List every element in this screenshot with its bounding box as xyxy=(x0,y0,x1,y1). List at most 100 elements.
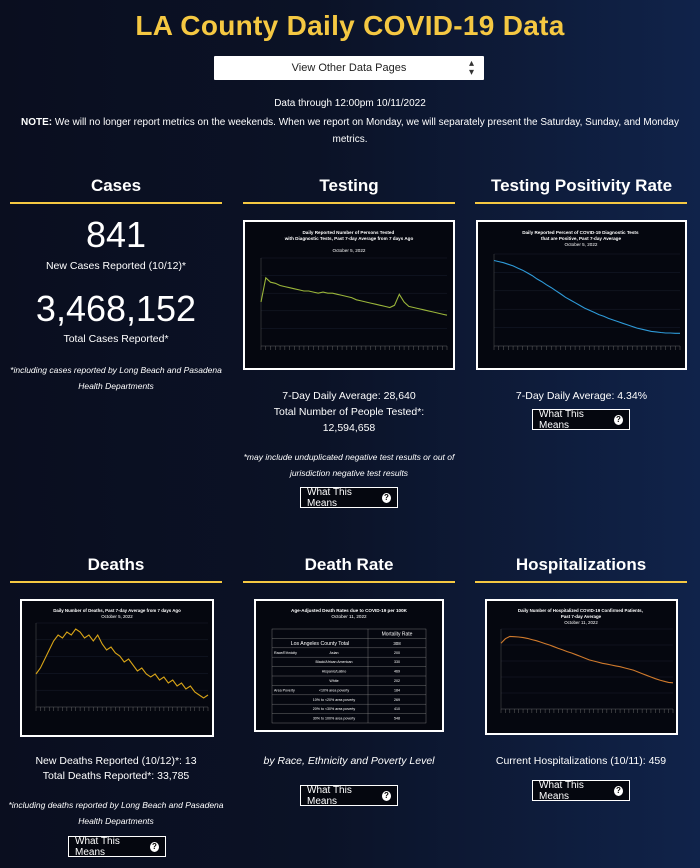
question-icon: ? xyxy=(613,785,623,796)
hospitalizations-chart-title: Daily Number of Hospitalized COVID-19 Co… xyxy=(518,608,644,619)
question-icon: ? xyxy=(381,790,391,801)
death-rate-divider xyxy=(243,581,455,583)
hospitalizations-chart-plot xyxy=(500,628,674,713)
deaths-chart-plot xyxy=(35,622,209,711)
table-row-label: 10% to <20% area poverty xyxy=(313,698,356,702)
table-row-value: 202 xyxy=(394,679,400,683)
positivity-chart-svg: Daily Reported Percent of COVID-19 Diagn… xyxy=(493,230,681,350)
table-row-value: 269 xyxy=(394,698,400,702)
weekend-note: NOTE: We will no longer report metrics o… xyxy=(12,114,688,148)
button-label: What This Means xyxy=(75,835,120,858)
data-through-text: Data through 12:00pm 10/11/2022 xyxy=(274,98,426,109)
table-county-value: 308 xyxy=(393,641,401,646)
death-rate-caption: by Race, Ethnicity and Poverty Level xyxy=(263,755,435,767)
table-row-label: Black/African American xyxy=(316,660,353,664)
table-group-label: Race/Ethnicity xyxy=(274,651,297,655)
table-row-value: 410 xyxy=(394,707,400,711)
hospitalizations-series-line xyxy=(500,635,674,684)
positivity-heading: Testing Positivity Rate xyxy=(490,176,673,195)
note-text: We will no longer report metrics on the … xyxy=(52,117,679,145)
hospitalizations-heading: Hospitalizations xyxy=(515,555,647,574)
deaths-chart-title: Daily Number of Deaths, Past 7-day Avera… xyxy=(53,608,181,613)
total-cases-count: 3,468,152 xyxy=(35,288,197,329)
testing-total-value: 12,594,658 xyxy=(322,422,376,434)
current-hospitalizations-label: Current Hospitalizations (10/11): 459 xyxy=(495,755,667,767)
table-row-label: 20% to <30% area poverty xyxy=(313,707,356,711)
deaths-chart-svg: Daily Number of Deaths, Past 7-day Avera… xyxy=(35,608,209,711)
table-row-value: 200 xyxy=(394,651,400,655)
testing-chart-title: Daily Reported Number of Persons Tested … xyxy=(284,230,414,241)
positivity-divider xyxy=(475,202,687,204)
table-row-label: 30% to 100% area poverty xyxy=(313,717,356,721)
button-label: What This Means xyxy=(307,486,352,509)
button-label: What This Means xyxy=(539,779,584,802)
positivity-what-this-means-button[interactable]: What This Means? xyxy=(532,408,630,431)
positivity-average: 7-Day Daily Average: 4.34% xyxy=(515,390,648,402)
button-label: What This Means xyxy=(307,784,352,807)
testing-series-line xyxy=(260,276,448,316)
table-row-label: <10% area poverty xyxy=(319,688,349,692)
deaths-chart-date: October 5, 2022 xyxy=(101,614,133,619)
total-cases-label: Total Cases Reported* xyxy=(63,333,169,345)
select-label: View Other Data Pages xyxy=(291,62,407,74)
table-county-label: Los Angeles County Total xyxy=(291,641,349,647)
testing-average: 7-Day Daily Average: 28,640 xyxy=(282,390,416,402)
question-icon: ? xyxy=(613,414,623,425)
hospitalizations-chart-date: October 11, 2022 xyxy=(564,620,598,625)
deaths-what-this-means-button[interactable]: What This Means? xyxy=(68,835,166,858)
testing-footnote: *may include unduplicated negative test … xyxy=(243,452,455,478)
deaths-footnote: *including deaths reported by Long Beach… xyxy=(8,800,224,826)
deaths-series-line xyxy=(35,628,209,699)
note-label: NOTE: xyxy=(21,117,53,128)
deaths-divider xyxy=(10,581,222,583)
positivity-chart[interactable]: Daily Reported Percent of COVID-19 Diagn… xyxy=(476,220,687,370)
button-label: What This Means xyxy=(539,408,584,431)
death-rate-chart-date: October 11, 2022 xyxy=(331,614,367,619)
select-arrows-icon: ▴ ▾ xyxy=(468,58,474,78)
question-icon: ? xyxy=(381,492,391,503)
deaths-chart[interactable]: Daily Number of Deaths, Past 7-day Avera… xyxy=(20,599,214,737)
positivity-chart-title: Daily Reported Percent of COVID-19 Diagn… xyxy=(522,230,640,241)
question-icon: ? xyxy=(149,841,159,852)
cases-divider xyxy=(10,202,222,204)
hospitalizations-what-this-means-button[interactable]: What This Means? xyxy=(532,779,630,802)
death-rate-table-image[interactable]: Age-Adjusted Death Rates due to COVID-19… xyxy=(254,599,444,732)
cases-heading: Cases xyxy=(90,176,142,195)
positivity-chart-date: October 5, 2022 xyxy=(565,242,598,247)
table-row-value: 548 xyxy=(394,717,400,721)
table-row-label: Hispanic/Latino xyxy=(322,670,347,674)
data-pages-select[interactable]: View Other Data Pages ▴ ▾ xyxy=(214,56,484,80)
new-cases-label: New Cases Reported (10/12)* xyxy=(45,260,187,272)
hospitalizations-chart[interactable]: Daily Number of Hospitalized COVID-19 Co… xyxy=(485,599,678,735)
table-row-value: 469 xyxy=(394,670,400,674)
testing-chart-plot xyxy=(260,257,448,350)
total-deaths-label: Total Deaths Reported*: 33,785 xyxy=(42,770,190,782)
positivity-series-line xyxy=(493,259,680,334)
table-header-mortality-rate: Mortality Rate xyxy=(382,632,413,638)
positivity-chart-plot xyxy=(493,253,681,350)
table-row-label: White xyxy=(329,679,338,683)
new-deaths-label: New Deaths Reported (10/12)*: 13 xyxy=(35,755,197,767)
testing-chart-date: October 5, 2022 xyxy=(333,248,366,253)
death-rate-table: Mortality Rate Los Angeles County Total 30… xyxy=(271,628,427,724)
table-row-value: 330 xyxy=(394,660,400,664)
hospitalizations-divider xyxy=(475,581,687,583)
table-row-value: 184 xyxy=(394,688,400,692)
table-row-label: Asian xyxy=(330,651,339,655)
hospitalizations-chart-svg: Daily Number of Hospitalized COVID-19 Co… xyxy=(500,608,674,713)
testing-total-label: Total Number of People Tested*: xyxy=(273,406,425,418)
death-rate-heading: Death Rate xyxy=(304,555,394,574)
page-title: LA County Daily COVID-19 Data xyxy=(135,10,565,41)
death-rate-what-this-means-button[interactable]: What This Means? xyxy=(300,784,398,807)
table-group-label: Area Poverty xyxy=(274,688,295,692)
cases-footnote: *including cases reported by Long Beach … xyxy=(10,365,222,391)
testing-chart-svg: Daily Reported Number of Persons Tested … xyxy=(260,230,448,350)
death-rate-table-svg: Age-Adjusted Death Rates due to COVID-19… xyxy=(271,608,427,724)
testing-heading: Testing xyxy=(319,176,379,195)
deaths-heading: Deaths xyxy=(87,555,145,574)
death-rate-chart-title: Age-Adjusted Death Rates due to COVID-19… xyxy=(291,608,408,613)
new-cases-count: 841 xyxy=(85,214,147,255)
testing-chart[interactable]: Daily Reported Number of Persons Tested … xyxy=(243,220,455,370)
testing-what-this-means-button[interactable]: What This Means? xyxy=(300,486,398,509)
testing-divider xyxy=(243,202,455,204)
